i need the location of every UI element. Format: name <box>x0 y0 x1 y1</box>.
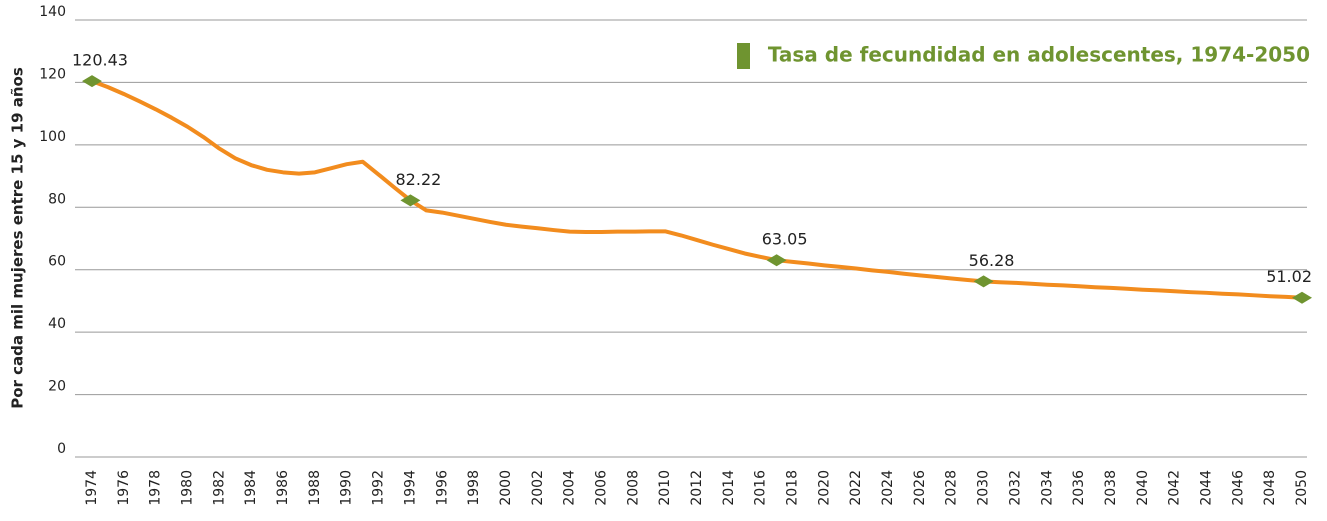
x-tick-label: 2000 <box>498 470 514 506</box>
x-tick-label: 1980 <box>180 470 196 506</box>
x-tick-label: 1976 <box>116 470 132 506</box>
x-tick-label: 1990 <box>339 470 355 506</box>
x-tick-label: 1996 <box>434 470 450 506</box>
data-label: 51.02 <box>1266 267 1312 286</box>
x-tick-label: 2012 <box>689 470 705 506</box>
x-tick-label: 1978 <box>148 470 164 506</box>
x-tick-label: 2030 <box>976 470 992 506</box>
marker <box>766 254 787 267</box>
x-tick-label: 2042 <box>1167 470 1183 506</box>
y-tick-label: 120 <box>39 66 66 82</box>
y-tick-label: 60 <box>48 254 66 270</box>
x-tick-label: 2028 <box>944 470 960 506</box>
marker <box>1292 291 1312 304</box>
x-tick-label: 1984 <box>243 470 259 506</box>
x-tick-label: 2004 <box>562 470 578 506</box>
x-tick-label: 1992 <box>371 470 387 506</box>
x-tick-label: 1994 <box>402 470 418 506</box>
x-tick-label: 2018 <box>785 470 801 506</box>
legend-label: Tasa de fecundidad en adolescentes, 1974… <box>768 43 1310 67</box>
x-tick-label: 1982 <box>211 470 227 506</box>
x-tick-label: 1974 <box>84 470 100 506</box>
x-tick-label: 2008 <box>625 470 641 506</box>
x-tick-label: 2038 <box>1103 470 1119 506</box>
x-tick-label: 2032 <box>1007 470 1023 506</box>
y-tick-label: 40 <box>48 316 66 332</box>
x-tick-label: 2034 <box>1039 470 1055 506</box>
y-axis-title: Por cada mil mujeres entre 15 y 19 años <box>9 67 27 409</box>
x-tick-label: 2050 <box>1294 470 1310 506</box>
marker <box>400 194 421 207</box>
data-label: 120.43 <box>72 51 128 70</box>
x-tick-label: 2036 <box>1071 470 1087 506</box>
x-tick-label: 2022 <box>848 470 864 506</box>
y-tick-label: 80 <box>48 191 66 207</box>
x-tick-label: 2024 <box>880 470 896 506</box>
data-label: 56.28 <box>969 251 1015 270</box>
y-tick-label: 140 <box>39 4 66 20</box>
x-tick-label: 2040 <box>1135 470 1151 506</box>
x-tick-label: 2010 <box>657 470 673 506</box>
x-tick-label: 2014 <box>721 470 737 506</box>
x-tick-label: 2026 <box>912 470 928 506</box>
line <box>91 79 1303 300</box>
marker <box>973 275 994 288</box>
x-tick-label: 2006 <box>593 470 609 506</box>
y-tick-label: 0 <box>57 441 66 457</box>
marker <box>82 75 102 88</box>
x-tick-label: 1998 <box>466 470 482 506</box>
x-tick-label: 2044 <box>1198 470 1214 506</box>
y-tick-label: 20 <box>48 379 66 395</box>
x-tick-label: 2016 <box>753 470 769 506</box>
data-label: 82.22 <box>396 170 442 189</box>
x-tick-label: 2002 <box>530 470 546 506</box>
legend-swatch <box>737 43 750 69</box>
y-tick-label: 100 <box>39 129 66 145</box>
data-label: 63.05 <box>762 230 808 249</box>
x-tick-label: 1988 <box>307 470 323 506</box>
x-tick-label: 2020 <box>816 470 832 506</box>
x-tick-label: 2046 <box>1230 470 1246 506</box>
x-tick-label: 1986 <box>275 470 291 506</box>
x-tick-label: 2048 <box>1262 470 1278 506</box>
